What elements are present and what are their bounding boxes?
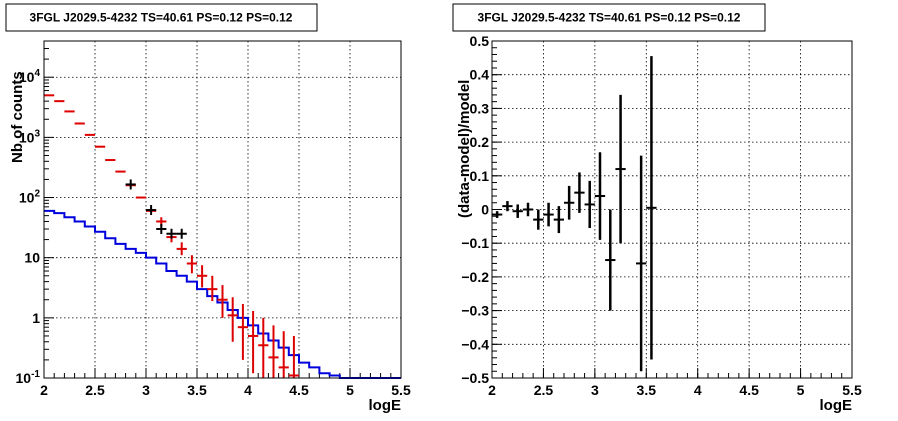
left-x-tick-label: 4	[244, 382, 252, 398]
right-x-tick-label: 4.5	[739, 382, 759, 398]
right-y-tick-label: 0.1	[470, 168, 490, 184]
right-title-frame	[452, 3, 766, 32]
right-x-tick-labels: 2 2.5 3 3.5 4 4.5 5 5.5	[488, 382, 862, 398]
left-chart-title: 3FGL J2029.5-4232 TS=40.61 PS=0.12 PS=0.…	[30, 11, 293, 25]
right-x-tick-label: 3	[591, 382, 599, 398]
left-y-tick-label: 103	[19, 128, 41, 145]
left-x-tick-label: 2	[40, 382, 48, 398]
right-y-tick-label: 0.4	[470, 67, 490, 83]
left-y-axis-title: Nb of counts	[9, 71, 26, 163]
right-y-tick-label: 0.5	[470, 33, 490, 49]
right-y-tick-label: −0.2	[461, 269, 489, 285]
right-title-box: 3FGL J2029.5-4232 TS=40.61 PS=0.12 PS=0.…	[452, 3, 766, 32]
right-y-tick-label: −0.3	[461, 303, 489, 319]
left-title-frame	[5, 3, 318, 32]
right-x-tick-label: 5.5	[842, 382, 862, 398]
right-y-tick-label: −0.5	[461, 370, 489, 386]
right-y-tick-label: −0.1	[461, 235, 489, 251]
right-y-tick-label: 0.2	[470, 134, 490, 150]
left-x-tick-label: 2.5	[85, 382, 105, 398]
data-series	[125, 179, 187, 239]
background-histogram	[44, 209, 401, 379]
right-plot-frame	[491, 40, 853, 379]
left-grid	[44, 41, 401, 378]
right-x-tick-label: 5	[797, 382, 805, 398]
left-y-tick-label: 104	[19, 68, 41, 85]
residuals-panel: 3FGL J2029.5-4232 TS=40.61 PS=0.12 PS=0.…	[452, 3, 862, 414]
right-x-tick-label: 2.5	[534, 382, 554, 398]
left-x-tick-label: 5.5	[391, 382, 411, 398]
background-series	[44, 209, 401, 379]
left-ticks	[43, 40, 402, 379]
left-x-tick-labels: 2 2.5 3 3.5 4 4.5 5 5.5	[40, 382, 411, 398]
residual-series	[492, 56, 657, 372]
right-y-tick-label: −0.4	[461, 336, 489, 352]
right-x-tick-label: 2	[488, 382, 496, 398]
left-x-tick-label: 5	[346, 382, 354, 398]
right-ticks	[491, 40, 853, 379]
right-x-tick-label: 4	[694, 382, 702, 398]
left-y-tick-label: 10	[24, 250, 40, 266]
left-y-tick-labels: 10-1 1 10 102 103 104	[16, 68, 41, 386]
left-plot-frame	[43, 40, 402, 379]
right-chart-title: 3FGL J2029.5-4232 TS=40.61 PS=0.12 PS=0.…	[478, 11, 741, 25]
right-y-tick-label: 0	[481, 202, 489, 218]
left-x-tick-label: 3	[142, 382, 150, 398]
left-x-tick-label: 4.5	[289, 382, 309, 398]
left-title-box: 3FGL J2029.5-4232 TS=40.61 PS=0.12 PS=0.…	[5, 3, 318, 32]
left-y-tick-label: 10-1	[16, 369, 41, 386]
counts-panel: 3FGL J2029.5-4232 TS=40.61 PS=0.12 PS=0.…	[5, 3, 411, 414]
left-x-axis-title: logE	[369, 397, 402, 414]
right-y-tick-label: 0.3	[470, 100, 490, 116]
left-y-tick-label: 102	[19, 189, 41, 206]
left-x-tick-label: 3.5	[187, 382, 207, 398]
left-y-tick-label: 1	[32, 310, 40, 326]
right-y-axis-title: (data-model)/model	[456, 80, 473, 218]
right-y-tick-labels: −0.5 −0.4 −0.3 −0.2 −0.1 0 0.1 0.2 0.3 0.4 0.5	[461, 33, 489, 386]
right-x-tick-label: 3.5	[637, 382, 657, 398]
right-x-axis-title: logE	[820, 397, 853, 414]
right-grid	[492, 41, 852, 378]
